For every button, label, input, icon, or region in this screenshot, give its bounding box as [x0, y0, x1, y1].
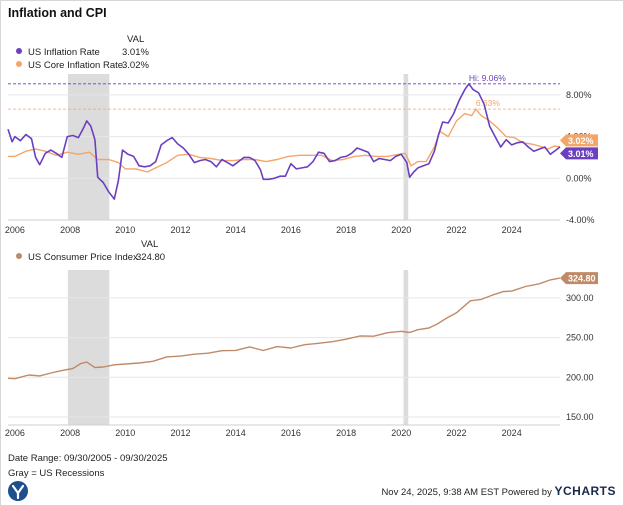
inflation-x-tick-label-8: 2022: [446, 225, 466, 235]
inflation-recession-band-0: [67, 74, 110, 220]
cpi-y-tick-label-2: 200.00: [566, 372, 594, 382]
cpi-end-tag-bg-0: [560, 272, 598, 285]
legend-bottom-header: VAL: [141, 239, 159, 250]
inflation-end-tag-bg-1: [560, 134, 598, 147]
timestamp-text: Nov 24, 2025, 9:38 AM EST Powered by: [381, 487, 552, 498]
inflation-x-tick-label-0: 2006: [5, 225, 25, 235]
legend-dot-cpi: [16, 253, 22, 260]
inflation-y-tick-label-3: -4.00%: [566, 215, 595, 225]
inflation-end-tag-bg-0: [560, 147, 598, 160]
legend-label-inflation: US Inflation Rate: [28, 47, 100, 58]
ycharts-logo-icon: [8, 481, 28, 501]
inflation-x-tick-label-4: 2014: [226, 225, 246, 235]
inflation-reference-label-0: Hi: 9.06%: [469, 73, 506, 83]
cpi-y-tick-label-0: 300.00: [566, 293, 594, 303]
legend-top-header: VAL: [127, 34, 145, 45]
inflation-x-tick-label-2: 2010: [115, 225, 135, 235]
cpi-x-tick-label-6: 2018: [336, 428, 356, 438]
legend-label-core-inflation: US Core Inflation Rate: [28, 60, 124, 71]
cpi-x-tick-label-4: 2014: [226, 428, 246, 438]
legend-value-core-inflation: 3.02%: [122, 60, 149, 71]
cpi-y-tick-label-3: 150.00: [566, 412, 594, 422]
cpi-x-tick-label-0: 2006: [5, 428, 25, 438]
cpi-x-tick-label-7: 2020: [391, 428, 411, 438]
cpi-x-tick-label-9: 2024: [502, 428, 522, 438]
brand-name[interactable]: YCHARTS: [554, 484, 616, 498]
page-title: Inflation and CPI: [8, 6, 107, 20]
cpi-x-tick-label-1: 2008: [60, 428, 80, 438]
inflation-y-tick-label-2: 0.00%: [566, 173, 592, 183]
legend-value-cpi: 324.80: [136, 252, 166, 263]
legend-item-core-inflation[interactable]: US Core Inflation Rate: [16, 60, 123, 71]
cpi-recession-band-1: [403, 270, 409, 425]
legend-item-inflation[interactable]: US Inflation Rate: [16, 47, 100, 58]
inflation-end-tag-label-1: 3.02%: [568, 136, 594, 146]
cpi-recession-band-0: [67, 270, 110, 425]
ycharts-logo: [7, 480, 29, 505]
inflation-reference-label-1: 6.63%: [476, 98, 501, 108]
inflation-x-tick-label-5: 2016: [281, 225, 301, 235]
inflation-series-line-0: [7, 83, 561, 200]
recessions-note: Gray = US Recessions: [8, 468, 105, 479]
inflation-x-tick-label-7: 2020: [391, 225, 411, 235]
legend-item-cpi[interactable]: US Consumer Price Index: [16, 252, 138, 263]
cpi-x-tick-label-3: 2012: [170, 428, 190, 438]
inflation-end-tag-label-0: 3.01%: [568, 149, 594, 159]
cpi-y-tick-label-1: 250.00: [566, 333, 594, 343]
inflation-series-line-1: [8, 108, 561, 173]
legend-value-inflation: 3.01%: [122, 47, 149, 58]
cpi-x-tick-label-2: 2010: [115, 428, 135, 438]
date-range: Date Range: 09/30/2005 - 09/30/2025: [8, 453, 168, 464]
cpi-x-tick-label-8: 2022: [446, 428, 466, 438]
inflation-x-tick-label-9: 2024: [502, 225, 522, 235]
inflation-x-tick-label-6: 2018: [336, 225, 356, 235]
timestamp: Nov 24, 2025, 9:38 AM EST Powered by YCH…: [381, 484, 616, 498]
cpi-end-tag-label-0: 324.80: [568, 274, 596, 284]
legend-label-cpi: US Consumer Price Index: [28, 252, 138, 263]
legend-dot-core-inflation: [16, 61, 22, 68]
inflation-recession-band-1: [403, 74, 409, 220]
inflation-x-tick-label-3: 2012: [170, 225, 190, 235]
inflation-y-tick-label-0: 8.00%: [566, 90, 592, 100]
legend-dot-inflation: [16, 48, 22, 55]
inflation-x-tick-label-1: 2008: [60, 225, 80, 235]
cpi-x-tick-label-5: 2016: [281, 428, 301, 438]
cpi-series-line-0: [7, 277, 561, 380]
